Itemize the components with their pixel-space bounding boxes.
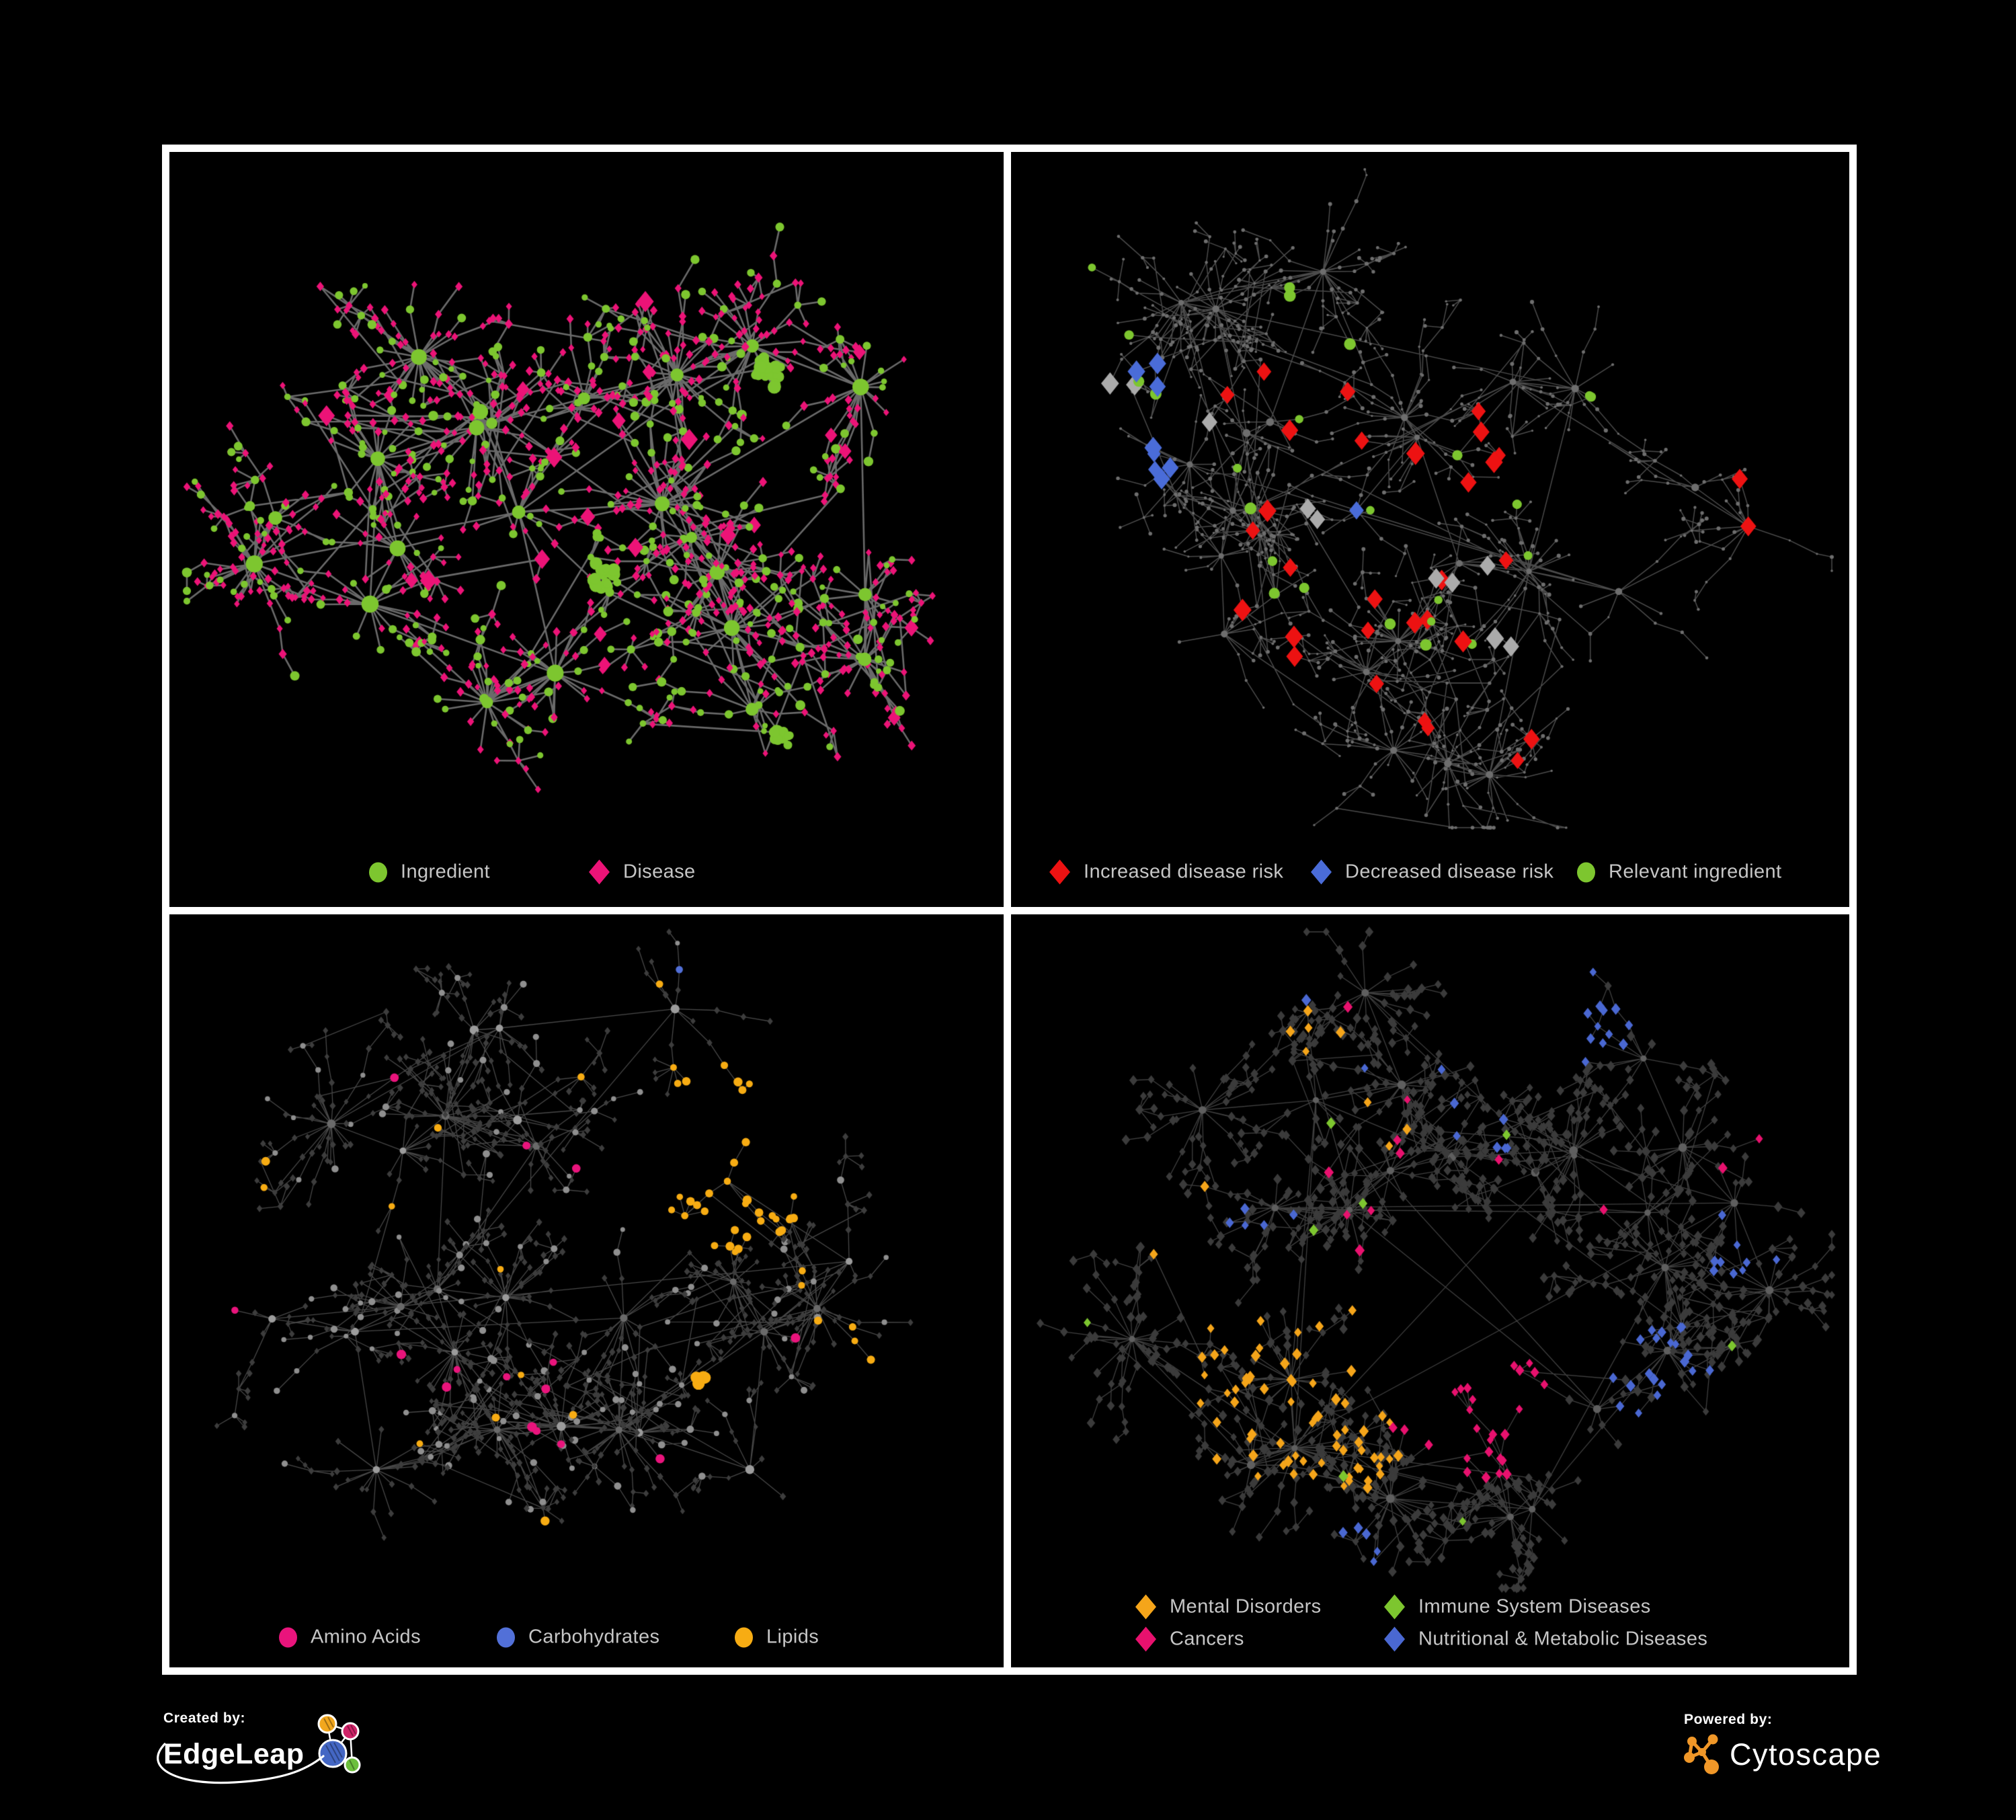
legend-label-cancers: Cancers [1170, 1628, 1244, 1650]
network-view-disease-classes[interactable] [1011, 914, 1849, 1667]
legend-marker-amino-acids-circle [279, 1627, 297, 1647]
legend-label-carbohydrates: Carbohydrates [528, 1626, 660, 1648]
legend-item-decreased-disease-risk: Decreased disease risk [1311, 859, 1554, 885]
panel-ingredient-disease: Ingredient Disease [169, 152, 1004, 907]
legend-label-decreased-disease-risk: Decreased disease risk [1345, 861, 1554, 883]
edgeleap-network-icon [317, 1714, 360, 1774]
network-view-nutrient-classes[interactable] [169, 914, 1004, 1667]
legend-label-immune-system-diseases: Immune System Diseases [1418, 1595, 1651, 1618]
legend-item-ingredient: Ingredient [369, 861, 490, 883]
panel-disease-risk: Increased disease risk Decreased disease … [1011, 152, 1849, 907]
powered-by-label: Powered by: [1684, 1712, 1773, 1727]
legend-marker-cancers-diamond [1135, 1626, 1156, 1652]
legend-marker-decreased-disease-risk-diamond [1311, 859, 1332, 885]
legend-item-mental-disorders: Mental Disorders [1135, 1594, 1322, 1620]
legend-item-cancers: Cancers [1135, 1626, 1244, 1652]
legend-marker-nutritional-metabolic-diseases-diamond [1384, 1626, 1405, 1652]
legend-marker-disease-diamond [589, 859, 610, 885]
edgeleap-logo-text: EdgeLeap [163, 1737, 305, 1770]
legend-label-ingredient: Ingredient [401, 861, 490, 883]
legend-label-lipids: Lipids [766, 1626, 819, 1648]
legend-item-relevant-ingredient: Relevant ingredient [1577, 861, 1781, 883]
legend-item-nutritional-metabolic-diseases: Nutritional & Metabolic Diseases [1384, 1626, 1708, 1652]
legend-item-disease: Disease [589, 859, 696, 885]
legend-marker-carbohydrates-circle [497, 1627, 515, 1647]
legend-marker-lipids-circle [735, 1627, 753, 1647]
legend-label-disease: Disease [623, 861, 696, 883]
legend-marker-relevant-ingredient-circle [1577, 862, 1595, 882]
legend-item-increased-disease-risk: Increased disease risk [1049, 859, 1284, 885]
panel-disease-classes: Mental Disorders Immune System Diseases Ca… [1011, 914, 1849, 1667]
legend-marker-immune-system-diseases-diamond [1384, 1594, 1405, 1620]
created-by-credit: Created by: EdgeLeap [157, 1710, 364, 1784]
legend-item-amino-acids: Amino Acids [279, 1626, 421, 1649]
legend-label-increased-disease-risk: Increased disease risk [1084, 861, 1284, 883]
figure-frame: Ingredient Disease Increased disease risk… [162, 145, 1857, 1675]
legend-item-carbohydrates: Carbohydrates [497, 1626, 659, 1649]
legend-label-mental-disorders: Mental Disorders [1170, 1595, 1322, 1618]
created-by-label: Created by: [163, 1710, 246, 1726]
panel-nutrient-classes: Amino Acids Carbohydrates Lipids [169, 914, 1004, 1667]
legend-label-amino-acids: Amino Acids [311, 1626, 421, 1648]
cytoscape-icon [1684, 1734, 1719, 1774]
legend-item-lipids: Lipids [735, 1626, 819, 1649]
legend-marker-increased-disease-risk-diamond [1049, 859, 1070, 885]
legend-label-relevant-ingredient: Relevant ingredient [1609, 861, 1782, 883]
powered-by-credit: Powered by: Cytoscape [1684, 1712, 1882, 1776]
legend-item-immune-system-diseases: Immune System Diseases [1384, 1594, 1651, 1620]
legend-marker-ingredient-circle [369, 862, 387, 882]
legend-marker-mental-disorders-diamond [1135, 1594, 1156, 1620]
network-view-ingredient-disease[interactable] [169, 152, 1004, 907]
network-view-disease-risk[interactable] [1011, 152, 1849, 907]
cytoscape-logo-text: Cytoscape [1730, 1737, 1882, 1772]
legend-label-nutritional-metabolic-diseases: Nutritional & Metabolic Diseases [1418, 1628, 1708, 1650]
